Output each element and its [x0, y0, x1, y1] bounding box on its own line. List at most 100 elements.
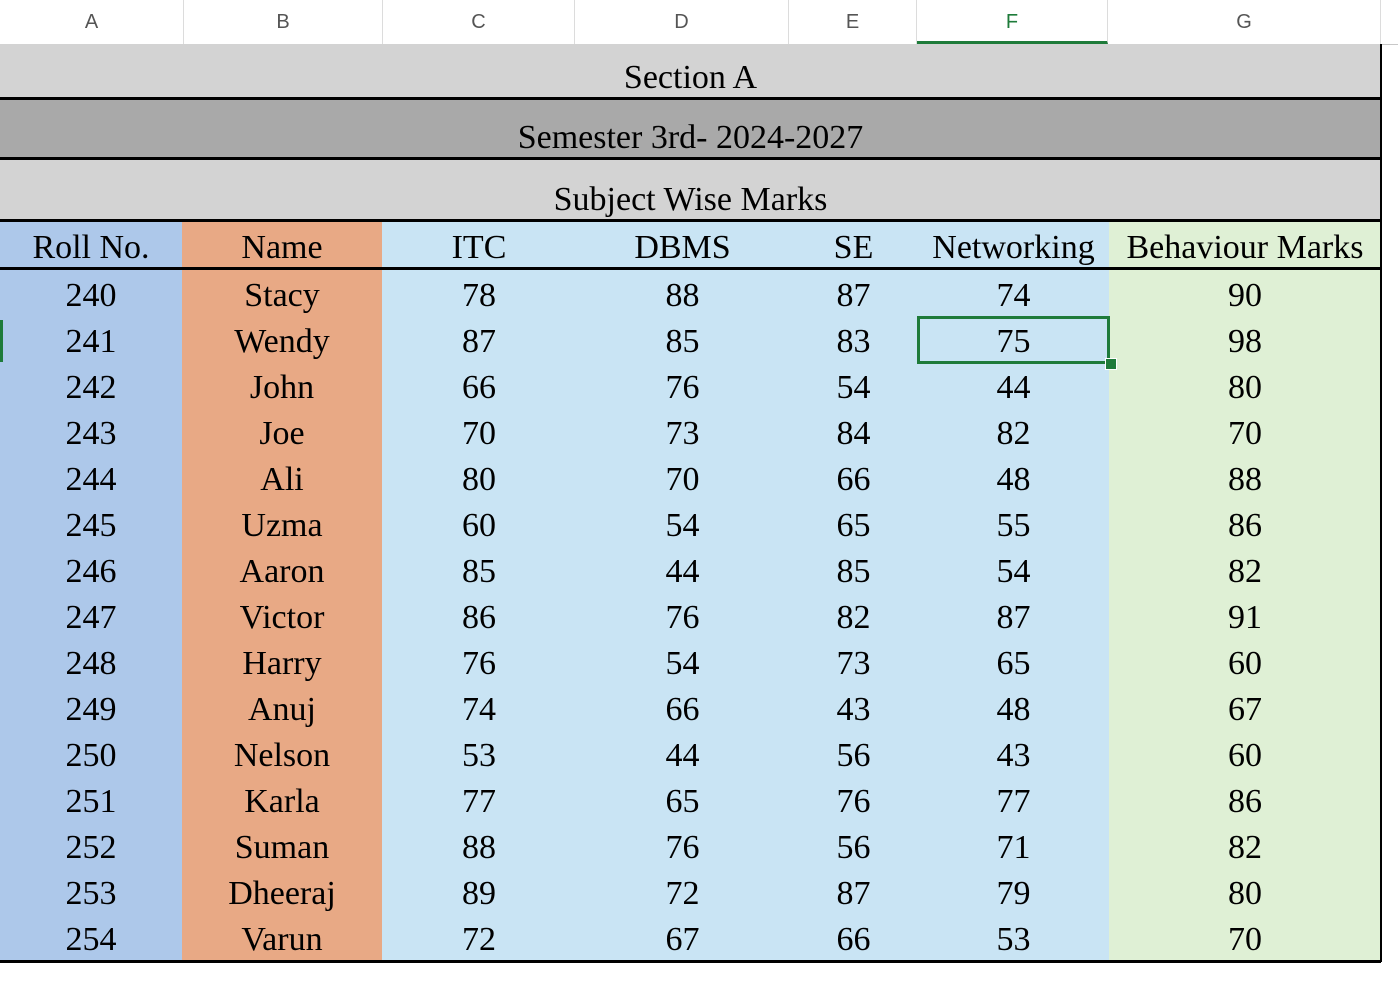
fill-handle[interactable]: [1105, 358, 1117, 370]
table-cell[interactable]: 76: [665, 369, 700, 406]
table-cell[interactable]: 74: [462, 691, 496, 728]
column-header-d[interactable]: D: [575, 0, 789, 44]
table-cell[interactable]: 72: [665, 875, 700, 912]
table-cell[interactable]: 241: [65, 323, 117, 360]
table-cell[interactable]: 246: [65, 553, 117, 590]
table-cell[interactable]: 43: [836, 691, 871, 728]
selected-cell-outline[interactable]: [917, 316, 1110, 364]
table-cell[interactable]: 66: [462, 369, 496, 406]
table-cell[interactable]: 60: [462, 507, 496, 544]
table-cell[interactable]: 85: [836, 553, 871, 590]
table-cell[interactable]: 245: [65, 507, 117, 544]
column-header-e[interactable]: E: [789, 0, 917, 44]
column-header-f[interactable]: F: [917, 0, 1108, 44]
table-cell[interactable]: 54: [996, 553, 1031, 590]
table-cell[interactable]: 84: [836, 415, 871, 452]
table-cell[interactable]: 80: [1228, 875, 1262, 912]
table-cell[interactable]: 70: [1228, 415, 1262, 452]
table-cell[interactable]: Wendy: [234, 323, 330, 360]
table-cell[interactable]: 248: [65, 645, 117, 682]
column-title-networking[interactable]: Networking: [932, 229, 1095, 266]
table-cell[interactable]: 250: [65, 737, 117, 774]
table-cell[interactable]: 66: [836, 461, 871, 498]
table-cell[interactable]: Karla: [244, 783, 320, 820]
table-cell[interactable]: 98: [1228, 323, 1262, 360]
table-cell[interactable]: 83: [836, 323, 871, 360]
table-cell[interactable]: 87: [836, 875, 871, 912]
table-cell[interactable]: 88: [1228, 461, 1262, 498]
table-cell[interactable]: 53: [996, 921, 1031, 958]
table-cell[interactable]: 66: [665, 691, 700, 728]
table-cell[interactable]: 66: [836, 921, 871, 958]
section-banner[interactable]: Section A: [0, 44, 1381, 100]
table-cell[interactable]: 254: [65, 921, 117, 958]
table-cell[interactable]: 74: [996, 277, 1031, 314]
table-cell[interactable]: 55: [996, 507, 1031, 544]
table-cell[interactable]: 244: [65, 461, 117, 498]
table-cell[interactable]: Nelson: [233, 737, 331, 774]
table-cell[interactable]: 48: [996, 461, 1031, 498]
table-cell[interactable]: 77: [996, 783, 1031, 820]
table-cell[interactable]: 44: [665, 553, 700, 590]
column-title-roll-no[interactable]: Roll No.: [32, 229, 150, 266]
table-cell[interactable]: Joe: [259, 415, 305, 452]
table-cell[interactable]: 86: [462, 599, 496, 636]
table-cell[interactable]: Uzma: [241, 507, 323, 544]
table-cell[interactable]: 76: [462, 645, 496, 682]
table-cell[interactable]: 90: [1228, 277, 1262, 314]
column-header-b[interactable]: B: [184, 0, 383, 44]
column-header-a[interactable]: A: [0, 0, 184, 44]
table-cell[interactable]: 53: [462, 737, 496, 774]
table-cell[interactable]: 70: [665, 461, 700, 498]
table-cell[interactable]: 87: [836, 277, 871, 314]
table-cell[interactable]: 73: [665, 415, 700, 452]
table-cell[interactable]: 56: [836, 829, 871, 866]
table-cell[interactable]: 65: [665, 783, 700, 820]
table-cell[interactable]: Ali: [260, 461, 304, 498]
table-cell[interactable]: 54: [665, 645, 700, 682]
column-header-c[interactable]: C: [383, 0, 575, 44]
table-cell[interactable]: 48: [996, 691, 1031, 728]
table-cell[interactable]: 88: [462, 829, 496, 866]
table-cell[interactable]: 247: [65, 599, 117, 636]
semester-banner[interactable]: Semester 3rd- 2024-2027: [0, 100, 1381, 160]
column-title-behaviour-marks[interactable]: Behaviour Marks: [1126, 229, 1364, 266]
table-cell[interactable]: 85: [462, 553, 496, 590]
table-cell[interactable]: Aaron: [239, 553, 325, 590]
table-cell[interactable]: 67: [1228, 691, 1262, 728]
table-cell[interactable]: 79: [996, 875, 1031, 912]
table-cell[interactable]: 44: [996, 369, 1031, 406]
table-cell[interactable]: 54: [665, 507, 700, 544]
table-cell[interactable]: 85: [665, 323, 700, 360]
table-cell[interactable]: Anuj: [248, 691, 316, 728]
table-cell[interactable]: 78: [462, 277, 496, 314]
table-cell[interactable]: 82: [996, 415, 1031, 452]
table-cell[interactable]: 89: [462, 875, 496, 912]
table-cell[interactable]: 242: [65, 369, 117, 406]
table-cell[interactable]: Stacy: [244, 277, 320, 314]
table-cell[interactable]: John: [249, 369, 315, 406]
table-cell[interactable]: 76: [665, 599, 700, 636]
table-cell[interactable]: 87: [996, 599, 1031, 636]
table-cell[interactable]: Suman: [234, 829, 330, 866]
table-cell[interactable]: 243: [65, 415, 117, 452]
column-header-g[interactable]: G: [1108, 0, 1381, 44]
table-cell[interactable]: 252: [65, 829, 117, 866]
table-cell[interactable]: 91: [1228, 599, 1262, 636]
subject-banner[interactable]: Subject Wise Marks: [0, 160, 1381, 222]
table-cell[interactable]: Harry: [242, 645, 322, 682]
table-cell[interactable]: 67: [665, 921, 700, 958]
table-cell[interactable]: 88: [665, 277, 700, 314]
table-cell[interactable]: 86: [1228, 783, 1262, 820]
table-cell[interactable]: 253: [65, 875, 117, 912]
table-cell[interactable]: 87: [462, 323, 496, 360]
table-cell[interactable]: 77: [462, 783, 496, 820]
table-cell[interactable]: 249: [65, 691, 117, 728]
table-cell[interactable]: 70: [462, 415, 496, 452]
table-cell[interactable]: Victor: [239, 599, 325, 636]
table-cell[interactable]: 65: [836, 507, 871, 544]
table-cell[interactable]: 71: [996, 829, 1031, 866]
table-cell[interactable]: 72: [462, 921, 496, 958]
column-title-name[interactable]: Name: [241, 229, 323, 266]
table-cell[interactable]: 82: [1228, 553, 1262, 590]
